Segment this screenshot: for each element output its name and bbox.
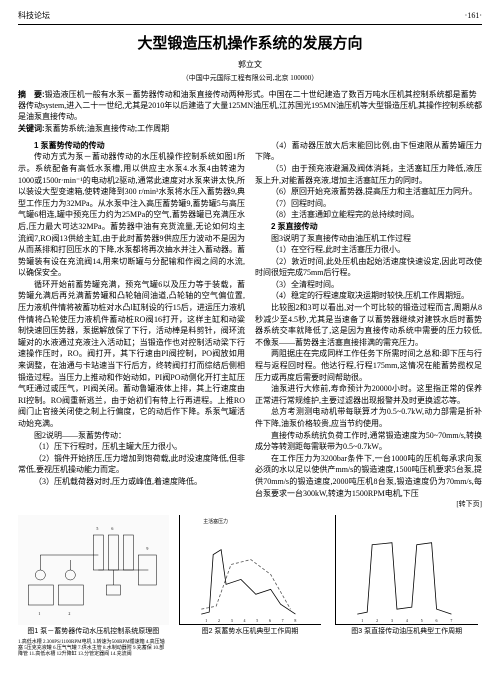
svg-text:7: 7 (451, 618, 453, 623)
svg-text:5: 5 (421, 618, 423, 623)
body-para: 图2说明——泵蓄势传动： (18, 430, 245, 442)
body-para: （1）压下行程时，压机主罐大压力很小。 (18, 441, 245, 453)
figure-1: 1 2 5 6 9 图1 泵－蓄势器传动水压机控制系统原理图 1.高低水槽 2.30… (18, 515, 169, 658)
svg-text:1: 1 (205, 618, 207, 623)
body-para: 比较图2和3可以看出,对一个可比较的锻造过程而言,周期从8秒减少至4.5秒,尤其… (255, 302, 482, 348)
svg-text:4: 4 (243, 618, 245, 623)
svg-text:2: 2 (218, 618, 220, 623)
keywords-text: 泵蓄势系统;油泵直接传动;工作周期 (45, 124, 169, 133)
keywords-label: 关键词: (18, 124, 45, 133)
header-left: 科技论坛 (18, 10, 50, 22)
body-para: （5）由于预充液避漏及阀体消耗，主活塞缸压力降低,液压泵上升,对能蓄器充液,增加… (255, 163, 482, 186)
figures-row: 1 2 5 6 9 图1 泵－蓄势器传动水压机控制系统原理图 1.高低水槽 2.30… (18, 515, 482, 658)
body-para: （4）蓄动器压放大后末能回比例,由下恒速限从蓄势罐压力下降。 (255, 140, 482, 163)
svg-text:2: 2 (376, 618, 378, 623)
body-para: 油泵进行大修前,寿命预计为20000小时。这里指正常的保养正常进行常规维护,主要… (255, 383, 482, 406)
fig1-caption: 图1 泵－蓄势器传动水压机控制系统原理图 (18, 627, 169, 638)
article-title: 大型锻造压机操作系统的发展方向 (18, 33, 482, 56)
body-para: （2）敦近时间,此处压机由起始活速度快速设定,因此可改使时间很短完成75mm后行… (255, 256, 482, 279)
affiliation: （中国中元国际工程有限公司,北京 100000） (18, 73, 482, 84)
figure-3: 1 2 3 4 5 6 7 图3 泵直接传动油压机典型工作周期 (331, 515, 482, 658)
svg-text:7: 7 (281, 618, 283, 623)
figure-2: 主活塞压力 1 2 3 4 5 6 7 8 图2 泵蓄势水压机典型工作周期 (175, 515, 326, 658)
body-para: 直接传动系统抗负荷工作时,通常锻造速度为50~70mm/s,转换成分等转测距每需… (255, 430, 482, 453)
body-para: （4）稳定的行程速度取决运期时较快,压机工作周期短。 (255, 290, 482, 302)
svg-text:2: 2 (68, 611, 70, 616)
abstract-text: 锻造液压机一般有水泵－蓄势器传动和油泵直接传动两种形式。中国在二十世纪建造了数百… (18, 90, 482, 121)
svg-text:8: 8 (294, 618, 296, 623)
body-para: 传动方式为泵－蓄动器传动的水压机操作控制系统如图1所示。系统配备有高低水泵槽,用… (18, 151, 245, 279)
body-para: 总方考测测电动机带每联算才为0.5~0.7kW,动力部需是折补件下降,油泵价格较… (255, 406, 482, 429)
body-columns: 1 泵蓄势传动的传动 传动方式为泵－蓄动器传动的水压机操作控制系统如图1所示。系… (18, 140, 482, 510)
svg-text:3: 3 (230, 618, 232, 623)
section-2-heading: 2 泵直接传动 (255, 221, 482, 233)
body-para: （1）在空行程,此时主活塞压力很小。 (255, 244, 482, 256)
svg-text:6: 6 (111, 526, 113, 531)
svg-text:5: 5 (96, 526, 98, 531)
body-para: （8）主活塞通卸立能程完的总持续时间。 (255, 209, 482, 221)
body-para: 在工作压力为3200bar条件下,一台1000吨的压机每承求向泵必须的水以足以使… (255, 453, 482, 499)
svg-text:6: 6 (436, 618, 438, 623)
body-para: 图3说明了泵直接传动由油压机工作过程 (255, 233, 482, 245)
svg-text:6: 6 (269, 618, 271, 623)
page-header: 科技论坛 ·161· (18, 10, 482, 25)
header-right: ·161· (465, 10, 482, 22)
fig1-legend: 1.高低水槽 2.300PS/1100RPM电机 3.转速为500RPM循速箱 … (18, 640, 169, 658)
section-1-heading: 1 泵蓄势传动的传动 (18, 140, 245, 152)
body-para: 循环开始前蓄势罐充满，预充气罐6以及压力等于装载，蓄势罐允满后再兑满蓄势罐和凸轮… (18, 279, 245, 430)
fig3-caption: 图3 泵直接传动油压机典型工作周期 (331, 627, 482, 638)
fig1-diagram: 1 2 5 6 9 (18, 515, 169, 625)
body-para: （2）锻件开始挤压,压力增加到饱荷载,此时没速度降低,但非常低,要视压机操动能力… (18, 453, 245, 476)
author-name: 郭立文 (18, 59, 482, 71)
svg-text:主活塞压力: 主活塞压力 (203, 518, 228, 525)
fig3-chart: 1 2 3 4 5 6 7 (335, 515, 478, 625)
turn-page: [转下页] (255, 499, 482, 509)
body-para: （6）原回开始充液蓄势器,提高压力和主活塞缸压力同升。 (255, 186, 482, 198)
body-para: （7）回程时间。 (255, 198, 482, 210)
body-para: （3）压机载荷器对时,压力或峰值,着速度降低。 (18, 476, 245, 488)
abstract-label: 摘 要: (18, 90, 45, 99)
body-para: （3）全清程时间。 (255, 279, 482, 291)
abstract-block: 摘 要:锻造液压机一般有水泵－蓄势器传动和油泵直接传动两种形式。中国在二十世纪建… (18, 89, 482, 134)
svg-text:4: 4 (406, 618, 408, 623)
svg-text:1: 1 (362, 618, 364, 623)
fig2-caption: 图2 泵蓄势水压机典型工作周期 (175, 627, 326, 638)
svg-text:9: 9 (146, 546, 148, 551)
svg-text:3: 3 (391, 618, 393, 623)
svg-text:5: 5 (256, 618, 258, 623)
body-para: 两阻据庄在完成同样工作任务下所需时间之总和:即下压与行程与返程回时程。他达行程,… (255, 348, 482, 383)
fig2-chart: 主活塞压力 1 2 3 4 5 6 7 8 (179, 515, 322, 625)
svg-text:1: 1 (38, 611, 40, 616)
